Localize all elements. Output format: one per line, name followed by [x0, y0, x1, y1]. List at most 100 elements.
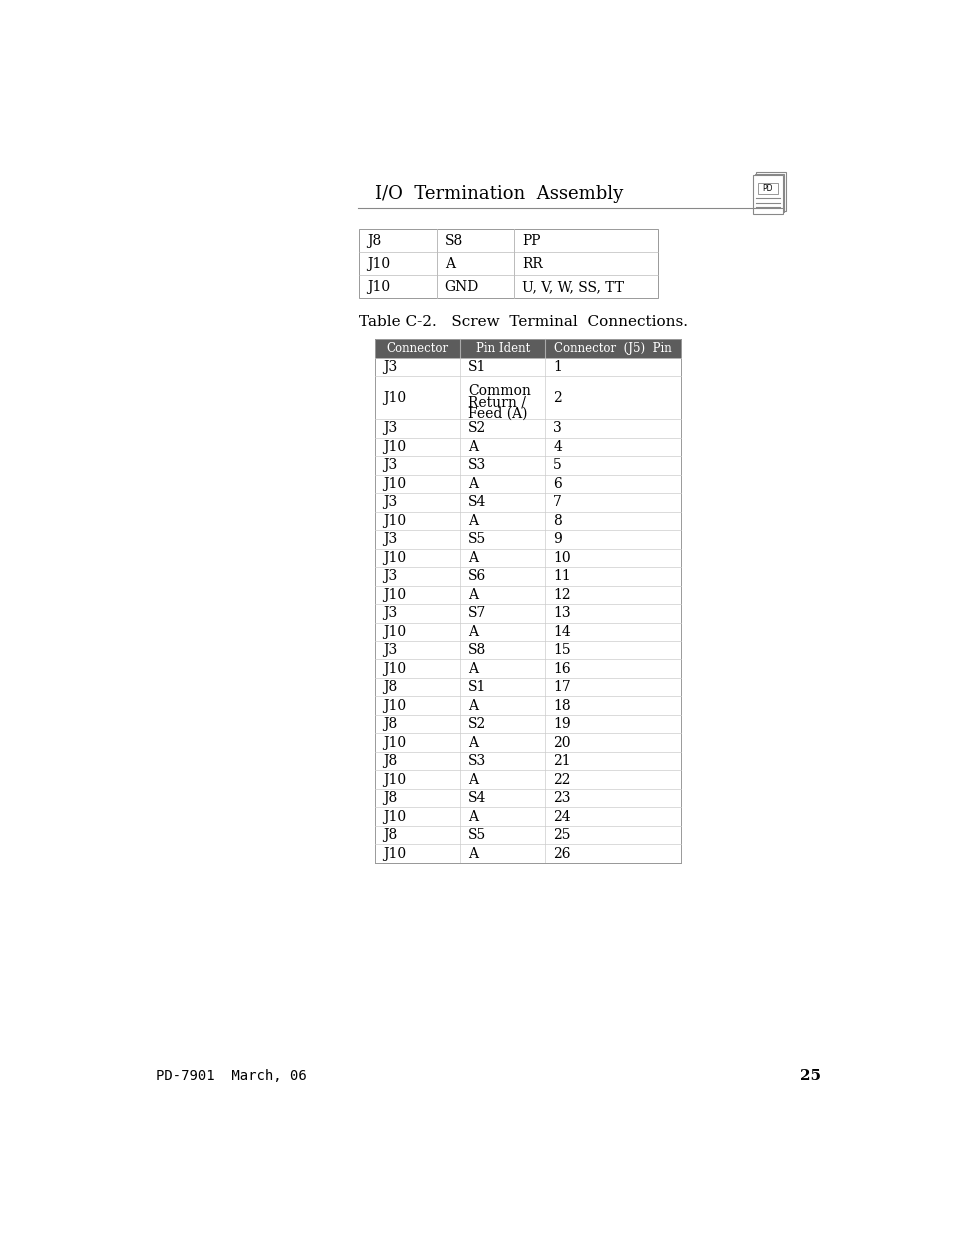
- Text: 6: 6: [553, 477, 561, 492]
- Text: J8: J8: [367, 233, 381, 247]
- Text: J10: J10: [382, 625, 405, 638]
- Text: Connector  (J5)  Pin: Connector (J5) Pin: [554, 342, 672, 354]
- Text: J3: J3: [382, 495, 396, 509]
- Text: 26: 26: [553, 846, 570, 861]
- Text: 20: 20: [553, 736, 570, 750]
- Text: S6: S6: [468, 569, 486, 583]
- Text: J8: J8: [382, 718, 396, 731]
- Text: 15: 15: [553, 643, 570, 657]
- Text: S2: S2: [468, 421, 486, 436]
- Text: Feed (A): Feed (A): [468, 406, 527, 421]
- Text: PD-7901  March, 06: PD-7901 March, 06: [156, 1070, 307, 1083]
- Text: S5: S5: [468, 532, 486, 546]
- Text: A: A: [444, 257, 455, 270]
- Text: Return /: Return /: [468, 395, 525, 409]
- Text: S4: S4: [468, 792, 486, 805]
- Text: 17: 17: [553, 680, 571, 694]
- Text: 16: 16: [553, 662, 570, 676]
- Text: Connector: Connector: [386, 342, 448, 354]
- Text: 21: 21: [553, 755, 570, 768]
- Bar: [359, 228, 658, 299]
- Text: 1: 1: [553, 359, 561, 374]
- Text: 23: 23: [553, 792, 570, 805]
- Text: S4: S4: [468, 495, 486, 509]
- Text: 25: 25: [800, 1070, 821, 1083]
- Text: 8: 8: [553, 514, 561, 527]
- Text: J10: J10: [382, 514, 405, 527]
- Text: GND: GND: [444, 280, 478, 294]
- Text: J8: J8: [382, 680, 396, 694]
- Text: Common: Common: [468, 384, 530, 398]
- Text: 2: 2: [553, 390, 561, 405]
- Text: A: A: [468, 810, 477, 824]
- Text: 9: 9: [553, 532, 561, 546]
- Text: RR: RR: [521, 257, 542, 270]
- Text: 7: 7: [553, 495, 561, 509]
- Text: A: A: [468, 625, 477, 638]
- Text: J10: J10: [367, 257, 390, 270]
- Text: S8: S8: [444, 233, 462, 247]
- Text: A: A: [468, 846, 477, 861]
- Text: J10: J10: [382, 773, 405, 787]
- Bar: [757, 183, 778, 194]
- Bar: [375, 340, 680, 358]
- Text: J10: J10: [382, 662, 405, 676]
- Text: I/O  Termination  Assembly: I/O Termination Assembly: [375, 185, 622, 204]
- Text: J10: J10: [382, 588, 405, 601]
- Text: J10: J10: [382, 736, 405, 750]
- Text: PD: PD: [761, 184, 772, 193]
- Text: J3: J3: [382, 569, 396, 583]
- Text: J3: J3: [382, 606, 396, 620]
- Text: J3: J3: [382, 643, 396, 657]
- Text: J10: J10: [382, 477, 405, 492]
- Text: 4: 4: [553, 440, 561, 454]
- Text: J3: J3: [382, 458, 396, 473]
- Text: S3: S3: [468, 755, 486, 768]
- Text: Table C-2.   Screw  Terminal  Connections.: Table C-2. Screw Terminal Connections.: [359, 315, 688, 330]
- Bar: [754, 174, 783, 212]
- Text: A: A: [468, 773, 477, 787]
- Text: A: A: [468, 699, 477, 713]
- Text: J10: J10: [382, 390, 405, 405]
- Text: J3: J3: [382, 532, 396, 546]
- Text: Pin Ident: Pin Ident: [476, 342, 530, 354]
- Text: U, V, W, SS, TT: U, V, W, SS, TT: [521, 280, 623, 294]
- Text: S3: S3: [468, 458, 486, 473]
- Text: A: A: [468, 440, 477, 454]
- Text: J10: J10: [367, 280, 390, 294]
- Text: J3: J3: [382, 359, 396, 374]
- Text: J10: J10: [382, 846, 405, 861]
- Text: 13: 13: [553, 606, 570, 620]
- Text: S1: S1: [468, 359, 486, 374]
- Text: 10: 10: [553, 551, 570, 564]
- Text: A: A: [468, 588, 477, 601]
- Text: S7: S7: [468, 606, 486, 620]
- Text: A: A: [468, 551, 477, 564]
- Text: J10: J10: [382, 551, 405, 564]
- Text: S5: S5: [468, 827, 486, 842]
- Text: J3: J3: [382, 421, 396, 436]
- Text: 19: 19: [553, 718, 570, 731]
- Text: J10: J10: [382, 440, 405, 454]
- Text: 22: 22: [553, 773, 570, 787]
- Text: A: A: [468, 662, 477, 676]
- Text: 5: 5: [553, 458, 561, 473]
- Text: S1: S1: [468, 680, 486, 694]
- Text: 14: 14: [553, 625, 571, 638]
- Text: A: A: [468, 477, 477, 492]
- Bar: [375, 340, 680, 358]
- Text: J8: J8: [382, 755, 396, 768]
- Text: 12: 12: [553, 588, 570, 601]
- Bar: [753, 175, 781, 214]
- Text: 24: 24: [553, 810, 570, 824]
- Text: PP: PP: [521, 233, 540, 247]
- Bar: [756, 172, 785, 211]
- Text: J10: J10: [382, 810, 405, 824]
- Text: 3: 3: [553, 421, 561, 436]
- Text: A: A: [468, 736, 477, 750]
- Text: S2: S2: [468, 718, 486, 731]
- Text: J10: J10: [382, 699, 405, 713]
- Text: J8: J8: [382, 827, 396, 842]
- Bar: [375, 340, 680, 863]
- Text: 18: 18: [553, 699, 570, 713]
